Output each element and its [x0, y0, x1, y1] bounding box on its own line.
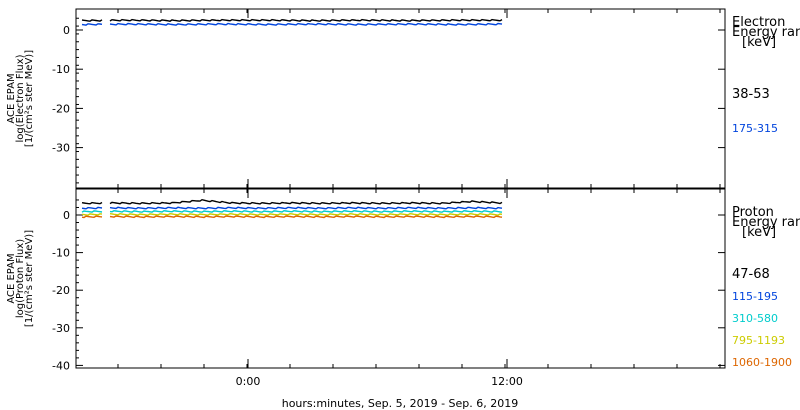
electron-series-38-53 — [109, 18, 503, 22]
proton-y-axis-label-line: ACE EPAM — [6, 253, 17, 303]
proton-legend-entry: 795-1193 — [732, 334, 785, 347]
axes-layer — [75, 8, 726, 369]
electron-legend-entry: 38-53 — [732, 87, 770, 102]
proton-legend-entry: 1060-1900 — [732, 356, 792, 369]
proton-y-tick-label: -30 — [52, 322, 70, 335]
electron-legend-title-line: Electron — [732, 15, 785, 30]
electron-y-tick-label: -10 — [52, 63, 70, 76]
proton-series-795-1193 — [81, 213, 103, 216]
electron-y-axis-label-line: [1/(cm²s ster MeV)] — [24, 50, 35, 147]
electron-series-175-315 — [81, 23, 103, 26]
proton-series-1060-1900 — [109, 215, 503, 219]
proton-y-axis-label-line: log(Proton Flux) — [15, 239, 26, 318]
x-tick-label: 0:00 — [236, 375, 261, 388]
electron-plot-frame — [75, 8, 726, 189]
electron-legend-title-line: [keV] — [742, 35, 776, 50]
data-layer — [81, 18, 503, 219]
proton-legend-entry: 115-195 — [732, 290, 778, 303]
x-tick-label: 12:00 — [491, 375, 523, 388]
electron-y-tick-label: -30 — [52, 142, 70, 155]
proton-legend-title-line: Proton — [732, 205, 774, 220]
electron-legend-title-line: Energy ran — [732, 25, 800, 40]
proton-series-1060-1900 — [81, 215, 103, 219]
electron-legend-entry: 175-315 — [732, 122, 778, 135]
proton-y-axis-label-line: [1/(cm²s ster MeV)] — [24, 230, 35, 327]
proton-plot-frame — [75, 188, 726, 369]
electron-series-175-315 — [109, 22, 503, 26]
proton-y-tick-label: -20 — [52, 284, 70, 297]
electron-y-axis-label-line: log(Electron Flux) — [15, 54, 26, 142]
proton-series-310-580 — [81, 210, 103, 213]
proton-series-47-68 — [81, 201, 103, 205]
electron-y-tick-label: 0 — [63, 24, 70, 37]
proton-y-tick-label: -10 — [52, 247, 70, 260]
electron-y-tick-label: -20 — [52, 102, 70, 115]
proton-series-47-68 — [109, 198, 503, 205]
electron-series-38-53 — [81, 19, 103, 22]
proton-series-795-1193 — [109, 212, 503, 216]
proton-series-115-195 — [81, 206, 103, 210]
proton-series-115-195 — [109, 206, 503, 210]
proton-y-tick-label: -40 — [52, 359, 70, 372]
proton-legend-title-line: [keV] — [742, 225, 776, 240]
x-axis-title: hours:minutes, Sep. 5, 2019 - Sep. 6, 20… — [282, 397, 519, 410]
electron-y-axis-label-line: ACE EPAM — [6, 73, 17, 123]
proton-legend-entry: 310-580 — [732, 312, 778, 325]
proton-y-tick-label: 0 — [63, 209, 70, 222]
proton-legend-title-line: Energy ran — [732, 215, 800, 230]
proton-series-310-580 — [109, 209, 503, 213]
proton-legend-entry: 47-68 — [732, 267, 770, 282]
